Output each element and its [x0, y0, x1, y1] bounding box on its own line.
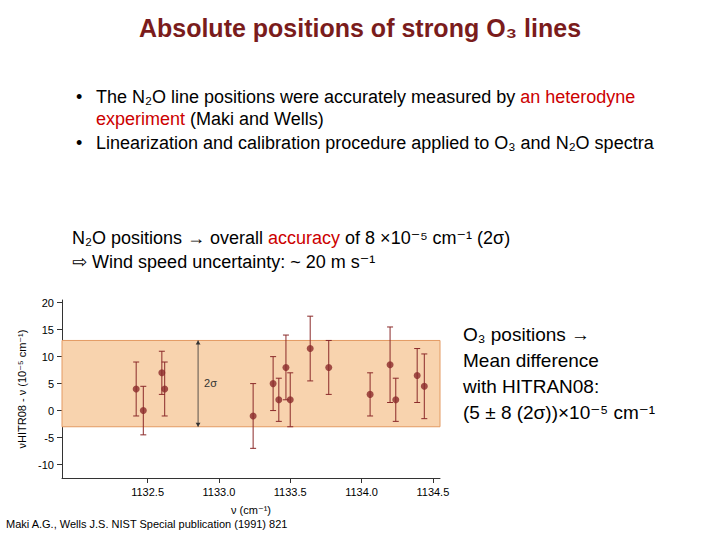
- svg-text:1134.0: 1134.0: [345, 486, 378, 498]
- svg-text:1133.5: 1133.5: [274, 486, 307, 498]
- svg-text:2σ: 2σ: [204, 377, 217, 389]
- html-text:with HITRAN08:: with HITRAN08:: [463, 376, 600, 397]
- html-text:O₃ positions →: O₃ positions →: [463, 324, 591, 345]
- svg-text:20: 20: [42, 297, 54, 309]
- svg-text:1132.5: 1132.5: [131, 486, 164, 498]
- svg-text:5: 5: [48, 378, 54, 390]
- svg-text:1134.5: 1134.5: [416, 486, 449, 498]
- svg-text:-10: -10: [38, 459, 54, 471]
- svg-text:-5: -5: [44, 432, 54, 444]
- svg-text:10: 10: [42, 351, 54, 363]
- svg-text:15: 15: [42, 324, 54, 336]
- svg-text:1133.0: 1133.0: [202, 486, 235, 498]
- html-text:⇨ Wind speed uncertainty: ~ 20: ⇨ Wind speed uncertainty: ~ 20 m s⁻¹: [72, 252, 376, 272]
- html-text:Mean difference: Mean difference: [463, 350, 599, 371]
- html-text:N₂O positions → overall accura: N₂O positions → overall accuracy of 8 ×1…: [72, 228, 511, 248]
- svg-text:νHITR08 - ν (10⁻⁵ cm⁻¹): νHITR08 - ν (10⁻⁵ cm⁻¹): [16, 330, 28, 449]
- svg-text:ν (cm⁻¹): ν (cm⁻¹): [231, 504, 271, 516]
- html-text:Linearization and calibration: Linearization and calibration procedure …: [96, 133, 654, 153]
- html-text:Maki A.G., Wells J.S. NIST Spe: Maki A.G., Wells J.S. NIST Special publi…: [6, 518, 288, 530]
- html-text:(5 ± 8 (2σ))×10⁻⁵ cm⁻¹: (5 ± 8 (2σ))×10⁻⁵ cm⁻¹: [463, 402, 656, 423]
- html-text:The N₂O line positions were ac: The N₂O line positions were accurately m…: [96, 87, 636, 129]
- svg-text:0: 0: [48, 405, 54, 417]
- html-text:Absolute positions of strong O: Absolute positions of strong O₃ lines: [138, 14, 582, 42]
